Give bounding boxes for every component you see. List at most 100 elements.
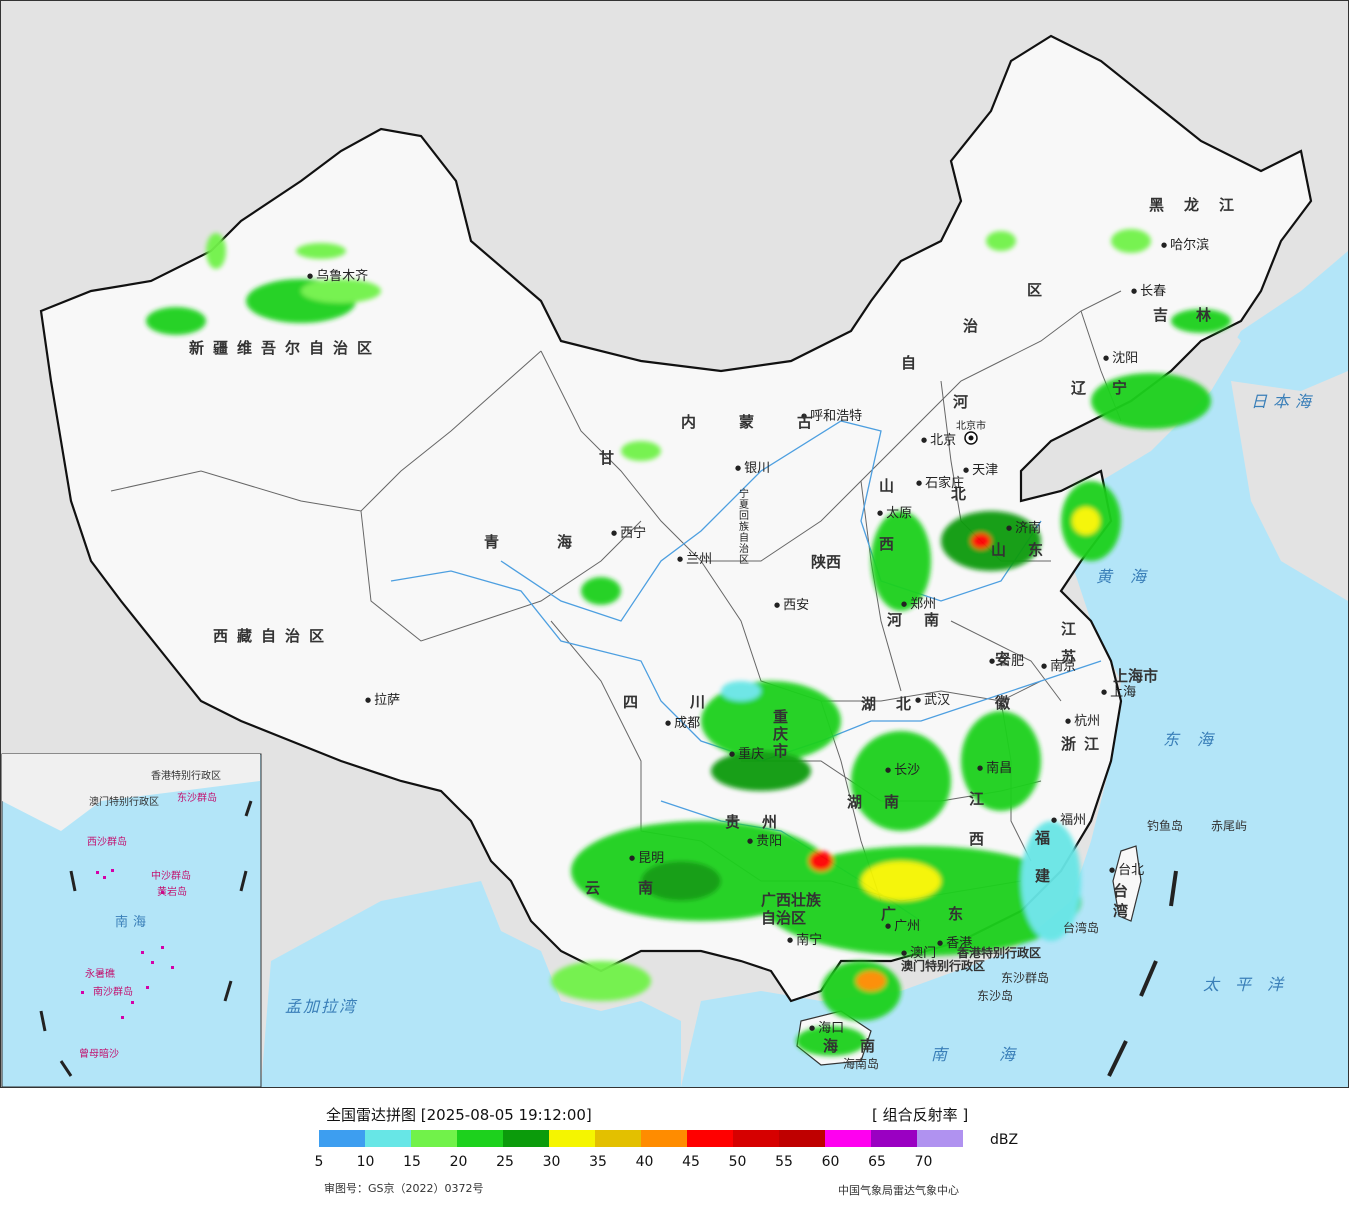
province-taiwan: 台湾 bbox=[1113, 882, 1129, 920]
city-wuhan: 武汉 bbox=[915, 693, 950, 708]
city-fuzhou: 福州 bbox=[1051, 813, 1086, 828]
legend-swatch-3 bbox=[457, 1130, 503, 1147]
agency-name: 中国气象局雷达气象中心 bbox=[838, 1184, 959, 1197]
province-neimenggu-2: 自 bbox=[901, 354, 917, 372]
legend-tick-9: 50 bbox=[728, 1154, 747, 1170]
province-neimenggu-3: 治 bbox=[963, 317, 979, 335]
legend-swatch-2 bbox=[411, 1130, 457, 1147]
province-guizhou: 贵州 bbox=[725, 813, 800, 831]
sea-nanhai: 南海 bbox=[931, 1045, 1068, 1064]
legend-tick-2: 15 bbox=[403, 1154, 421, 1170]
legend-ticks: 5 10 15 20 25 30 35 40 45 50 55 60 65 70 bbox=[0, 1154, 1349, 1172]
city-kunming: 昆明 bbox=[629, 851, 664, 866]
province-hebei-1: 河 bbox=[953, 393, 969, 411]
province-zhejiang: 浙江 bbox=[1061, 735, 1108, 753]
inset-yongshu-label: 永暑礁 bbox=[85, 969, 115, 980]
province-neimenggu-4: 区 bbox=[1027, 281, 1043, 299]
city-tianjin: 天津 bbox=[963, 463, 998, 478]
nine-dash-line bbox=[1107, 870, 1178, 1077]
island-dongsha-qundao: 东沙群岛 bbox=[1001, 971, 1050, 985]
province-xizang: 西藏自治区 bbox=[213, 627, 334, 645]
city-guiyang: 贵阳 bbox=[747, 834, 782, 849]
province-henan: 河南 bbox=[887, 611, 962, 629]
city-shanghai: 上海 bbox=[1101, 685, 1136, 700]
province-shanxi-2: 西 bbox=[879, 535, 895, 553]
legend-swatch-13 bbox=[917, 1130, 963, 1147]
inset-hk-label: 香港特别行政区 bbox=[151, 771, 221, 782]
province-liaoning: 辽宁 bbox=[1071, 379, 1154, 397]
province-heilongjiang: 黑龙江 bbox=[1149, 196, 1255, 214]
city-xian: 西安 bbox=[774, 598, 809, 613]
sea-taipingyang: 太平洋 bbox=[1203, 975, 1300, 994]
legend-tick-3: 20 bbox=[449, 1154, 468, 1170]
province-hunan: 湖南 bbox=[847, 793, 922, 811]
review-number: 审图号：GS京（2022）0372号 bbox=[324, 1182, 484, 1195]
city-nanning: 南宁 bbox=[787, 933, 822, 948]
province-neimenggu-1: 内 蒙 古 bbox=[681, 413, 827, 431]
province-guangxi: 广西壮族自治区 bbox=[761, 891, 822, 927]
city-haikou: 海口 bbox=[809, 1021, 844, 1036]
city-zhengzhou: 郑州 bbox=[901, 597, 936, 612]
sea-huanghai: 黄海 bbox=[1096, 567, 1165, 586]
legend-tick-10: 55 bbox=[775, 1154, 793, 1170]
city-urumqi: 乌鲁木齐 bbox=[307, 269, 368, 284]
inset-macau-label: 澳门特别行政区 bbox=[89, 797, 159, 808]
province-qinghai: 青海 bbox=[484, 533, 631, 551]
province-guangdong: 广东 bbox=[881, 905, 1016, 923]
province-hubei: 湖北 bbox=[861, 695, 932, 713]
legend-tick-1: 10 bbox=[356, 1154, 375, 1170]
city-lhasa: 拉萨 bbox=[365, 693, 400, 708]
legend-swatch-11 bbox=[825, 1130, 871, 1147]
city-changchun: 长春 bbox=[1131, 284, 1166, 299]
island-chiwei: 赤尾屿 bbox=[1211, 819, 1248, 833]
city-jinan: 济南 bbox=[1006, 521, 1041, 536]
province-chongqing: 重庆市 bbox=[773, 708, 789, 760]
city-shenyang: 沈阳 bbox=[1103, 351, 1138, 366]
city-guangzhou: 广州 bbox=[885, 919, 920, 934]
city-shijiazhuang: 石家庄 bbox=[916, 476, 964, 491]
legend-swatch-1 bbox=[365, 1130, 411, 1147]
province-hk-sar: 香港特别行政区 bbox=[957, 946, 1042, 960]
legend-swatch-12 bbox=[871, 1130, 917, 1147]
legend-tick-7: 40 bbox=[635, 1154, 654, 1170]
legend-panel: 全国雷达拼图 [2025-08-05 19:12:00] [ 组合反射率 ] d… bbox=[0, 1088, 1349, 1208]
legend-tick-0: 5 bbox=[314, 1154, 324, 1170]
legend-swatch-8 bbox=[687, 1130, 733, 1147]
inset-nansha-label: 南沙群岛 bbox=[93, 987, 133, 998]
legend-swatch-7 bbox=[641, 1130, 687, 1147]
province-hainan: 海南 bbox=[823, 1037, 898, 1055]
radar-map: 北京 北京市 乌鲁木齐 拉萨 西宁 兰州 银川 呼和浩特 太原 石家庄 天津 哈… bbox=[0, 0, 1349, 1088]
legend-swatch-4 bbox=[503, 1130, 549, 1147]
legend-product: [ 组合反射率 ] bbox=[872, 1106, 969, 1124]
city-nanjing: 南京 bbox=[1041, 659, 1076, 674]
legend-tick-11: 60 bbox=[821, 1154, 840, 1170]
legend-swatch-0 bbox=[319, 1130, 365, 1147]
legend-swatch-10 bbox=[779, 1130, 825, 1147]
inset-dongsha-label: 东沙群岛 bbox=[177, 793, 217, 804]
province-fujian: 福建 bbox=[1035, 829, 1051, 885]
sea-mengjiala: 孟加拉湾 bbox=[285, 997, 358, 1016]
capital-label: 北京 bbox=[921, 433, 956, 448]
province-anhui: 安徽 bbox=[995, 650, 1011, 712]
legend-tick-12: 65 bbox=[868, 1154, 886, 1170]
inset-huangyan-label: 黄岩岛 bbox=[157, 887, 187, 898]
city-nanchang: 南昌 bbox=[977, 761, 1012, 776]
legend-tick-13: 70 bbox=[914, 1154, 933, 1170]
legend-swatch-5 bbox=[549, 1130, 595, 1147]
sea-donghai: 东海 bbox=[1163, 730, 1232, 749]
province-macau-sar: 澳门特别行政区 bbox=[901, 959, 986, 973]
color-scale-bar bbox=[319, 1130, 963, 1147]
island-diaoyu: 钓鱼岛 bbox=[1147, 819, 1184, 833]
island-taiwan-dao: 台湾岛 bbox=[1063, 921, 1100, 935]
province-yunnan: 云南 bbox=[585, 879, 692, 897]
city-xining: 西宁 bbox=[611, 526, 646, 541]
legend-tick-5: 30 bbox=[542, 1154, 561, 1170]
legend-tick-6: 35 bbox=[589, 1154, 607, 1170]
island-hainan-dao: 海南岛 bbox=[843, 1057, 880, 1071]
province-jilin: 吉林 bbox=[1153, 306, 1240, 324]
city-yinchuan: 银川 bbox=[735, 461, 770, 476]
city-taiyuan: 太原 bbox=[877, 506, 912, 521]
province-ningxia: 宁夏回族自治区 bbox=[739, 489, 749, 566]
province-sichuan: 四川 bbox=[623, 693, 758, 711]
legend-title: 全国雷达拼图 [2025-08-05 19:12:00] bbox=[326, 1106, 592, 1124]
